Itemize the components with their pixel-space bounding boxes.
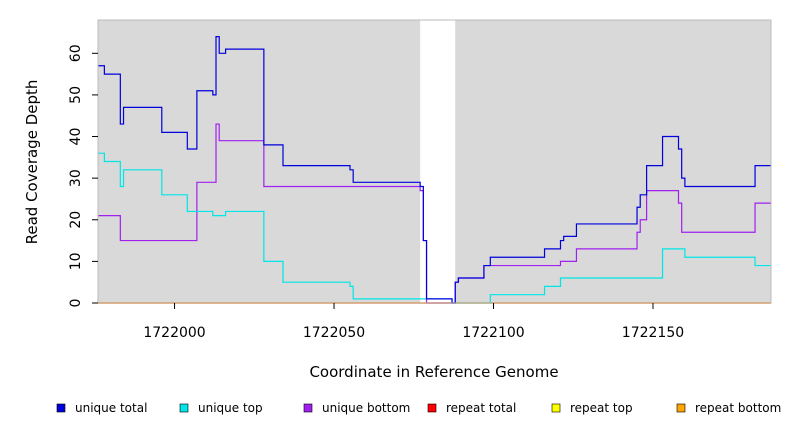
series-line-unique-top bbox=[98, 152, 771, 304]
y-tick-label: 30 bbox=[68, 169, 84, 187]
y-tick-label: 60 bbox=[68, 44, 84, 62]
legend-label-repeat-bottom: repeat bottom bbox=[695, 401, 781, 415]
legend-label-unique-bottom: unique bottom bbox=[322, 401, 410, 415]
x-axis-title: Coordinate in Reference Genome bbox=[309, 363, 558, 381]
y-tick-label: 20 bbox=[68, 211, 84, 229]
x-tick-label: 1722050 bbox=[303, 325, 365, 341]
y-tick-label: 0 bbox=[68, 299, 84, 308]
legend-swatch-unique-total bbox=[56, 403, 66, 413]
legend-swatch-repeat-top bbox=[551, 403, 561, 413]
y-axis: 0 10 20 30 40 50 60 bbox=[68, 44, 98, 307]
gap-region bbox=[420, 20, 456, 303]
legend-swatch-repeat-total bbox=[427, 403, 437, 413]
legend-label-repeat-total: repeat total bbox=[446, 401, 516, 415]
legend-swatch-unique-bottom bbox=[303, 403, 313, 413]
y-tick-label: 10 bbox=[68, 252, 84, 270]
plot-frame bbox=[97, 19, 772, 304]
series-line-unique-total bbox=[98, 36, 771, 304]
legend-label-unique-top: unique top bbox=[198, 401, 263, 415]
x-axis: 1722000 1722050 1722100 1722150 bbox=[143, 303, 684, 341]
legend-label-unique-total: unique total bbox=[75, 401, 147, 415]
y-axis-title: Read Coverage Depth bbox=[23, 80, 41, 245]
y-tick-label: 40 bbox=[68, 128, 84, 146]
legend-swatch-unique-top bbox=[179, 403, 189, 413]
x-tick-label: 1722000 bbox=[143, 325, 205, 341]
x-tick-label: 1722100 bbox=[462, 325, 524, 341]
legend-label-repeat-top: repeat top bbox=[570, 401, 633, 415]
legend: unique total unique top unique bottom repea… bbox=[56, 401, 781, 415]
x-tick-label: 1722150 bbox=[622, 325, 684, 341]
y-tick-label: 50 bbox=[68, 86, 84, 104]
legend-swatch-repeat-bottom bbox=[676, 403, 686, 413]
